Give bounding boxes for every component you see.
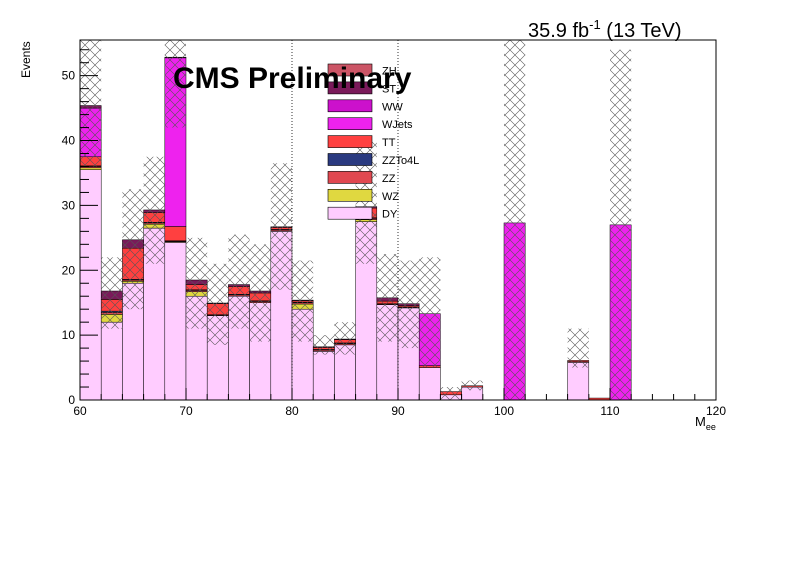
uncertainty-band bbox=[80, 40, 632, 400]
legend-swatch-zzto4l bbox=[327, 153, 373, 166]
uncertainty-14 bbox=[376, 254, 398, 342]
x-tick-label: 100 bbox=[494, 404, 514, 418]
lumi-label: 35.9 fb-1 (13 TeV) bbox=[528, 17, 682, 42]
bar-tt-4 bbox=[164, 226, 187, 242]
legend-swatch-wjets bbox=[327, 117, 373, 130]
uncertainty-17 bbox=[440, 387, 462, 400]
y-tick-label: 30 bbox=[62, 198, 76, 212]
bar-dy-1 bbox=[100, 321, 123, 401]
y-tick-label: 40 bbox=[62, 134, 76, 148]
uncertainty-8 bbox=[249, 244, 271, 342]
uncertainty-25 bbox=[610, 49, 632, 400]
legend-label-wjets: WJets bbox=[382, 119, 413, 131]
bar-dy-23 bbox=[567, 362, 590, 401]
x-tick-label: 70 bbox=[179, 404, 193, 418]
uncertainty-6 bbox=[207, 263, 229, 345]
legend-label-wz: WZ bbox=[382, 191, 399, 203]
y-axis-title: Events bbox=[19, 41, 33, 78]
legend-label-zzto4l: ZZTo4L bbox=[382, 155, 419, 167]
cms-preliminary-label: CMS Preliminary bbox=[173, 62, 412, 95]
x-axis-title: Mee bbox=[695, 414, 716, 432]
uncertainty-23 bbox=[567, 328, 589, 368]
x-tick-label: 110 bbox=[600, 404, 619, 418]
legend-swatch-zh bbox=[327, 63, 373, 77]
uncertainty-12 bbox=[334, 322, 356, 355]
uncertainty-11 bbox=[313, 335, 335, 355]
legend-label-st: ST bbox=[382, 83, 396, 95]
legend-label-tt: TT bbox=[382, 137, 396, 149]
uncertainty-5 bbox=[186, 237, 208, 329]
legend-swatch-wz bbox=[327, 189, 373, 202]
legend-swatch-ww bbox=[327, 99, 373, 113]
uncertainty-16 bbox=[419, 257, 441, 368]
legend-label-zh: ZH bbox=[382, 66, 397, 78]
bar-dy-11 bbox=[312, 351, 335, 401]
x-tick-label: 80 bbox=[285, 404, 299, 418]
uncertainty-0 bbox=[80, 40, 102, 167]
bar-dy-4 bbox=[164, 242, 187, 401]
legend-swatch-dy bbox=[327, 206, 373, 220]
axes: 60 70 80 90 100 110 120 0 10 20 30 40 50 bbox=[62, 39, 726, 418]
legend-swatch-zz bbox=[327, 171, 373, 184]
reference-lines bbox=[291, 40, 399, 400]
bar-dy-0 bbox=[79, 169, 102, 401]
legend-label-zz: ZZ bbox=[382, 173, 396, 185]
uncertainty-4 bbox=[164, 40, 186, 128]
legend: ZH ST WW WJets TT ZZTo4L ZZ WZ DY bbox=[327, 63, 419, 221]
uncertainty-10 bbox=[292, 260, 314, 342]
uncertainty-15 bbox=[398, 260, 420, 349]
legend-label-dy: DY bbox=[382, 209, 398, 221]
legend-swatch-tt bbox=[327, 135, 373, 148]
legend-label-ww: WW bbox=[382, 101, 403, 113]
y-tick-label: 10 bbox=[62, 328, 76, 342]
legend-swatch-st bbox=[327, 81, 373, 95]
uncertainty-1 bbox=[101, 257, 123, 329]
uncertainty-3 bbox=[143, 156, 165, 264]
x-tick-label: 60 bbox=[73, 404, 87, 418]
bar-dy-16 bbox=[418, 367, 441, 401]
x-tick-label: 90 bbox=[391, 404, 405, 418]
uncertainty-7 bbox=[228, 234, 250, 329]
bar-wz-0 bbox=[79, 167, 102, 170]
uncertainty-9 bbox=[270, 163, 292, 290]
y-tick-label: 0 bbox=[68, 393, 75, 407]
uncertainty-20 bbox=[504, 40, 526, 400]
y-tick-label: 50 bbox=[62, 69, 76, 83]
x-tick-label: 120 bbox=[706, 404, 726, 418]
uncertainty-18 bbox=[461, 380, 483, 391]
y-tick-label: 20 bbox=[62, 263, 76, 277]
uncertainty-2 bbox=[122, 189, 144, 310]
